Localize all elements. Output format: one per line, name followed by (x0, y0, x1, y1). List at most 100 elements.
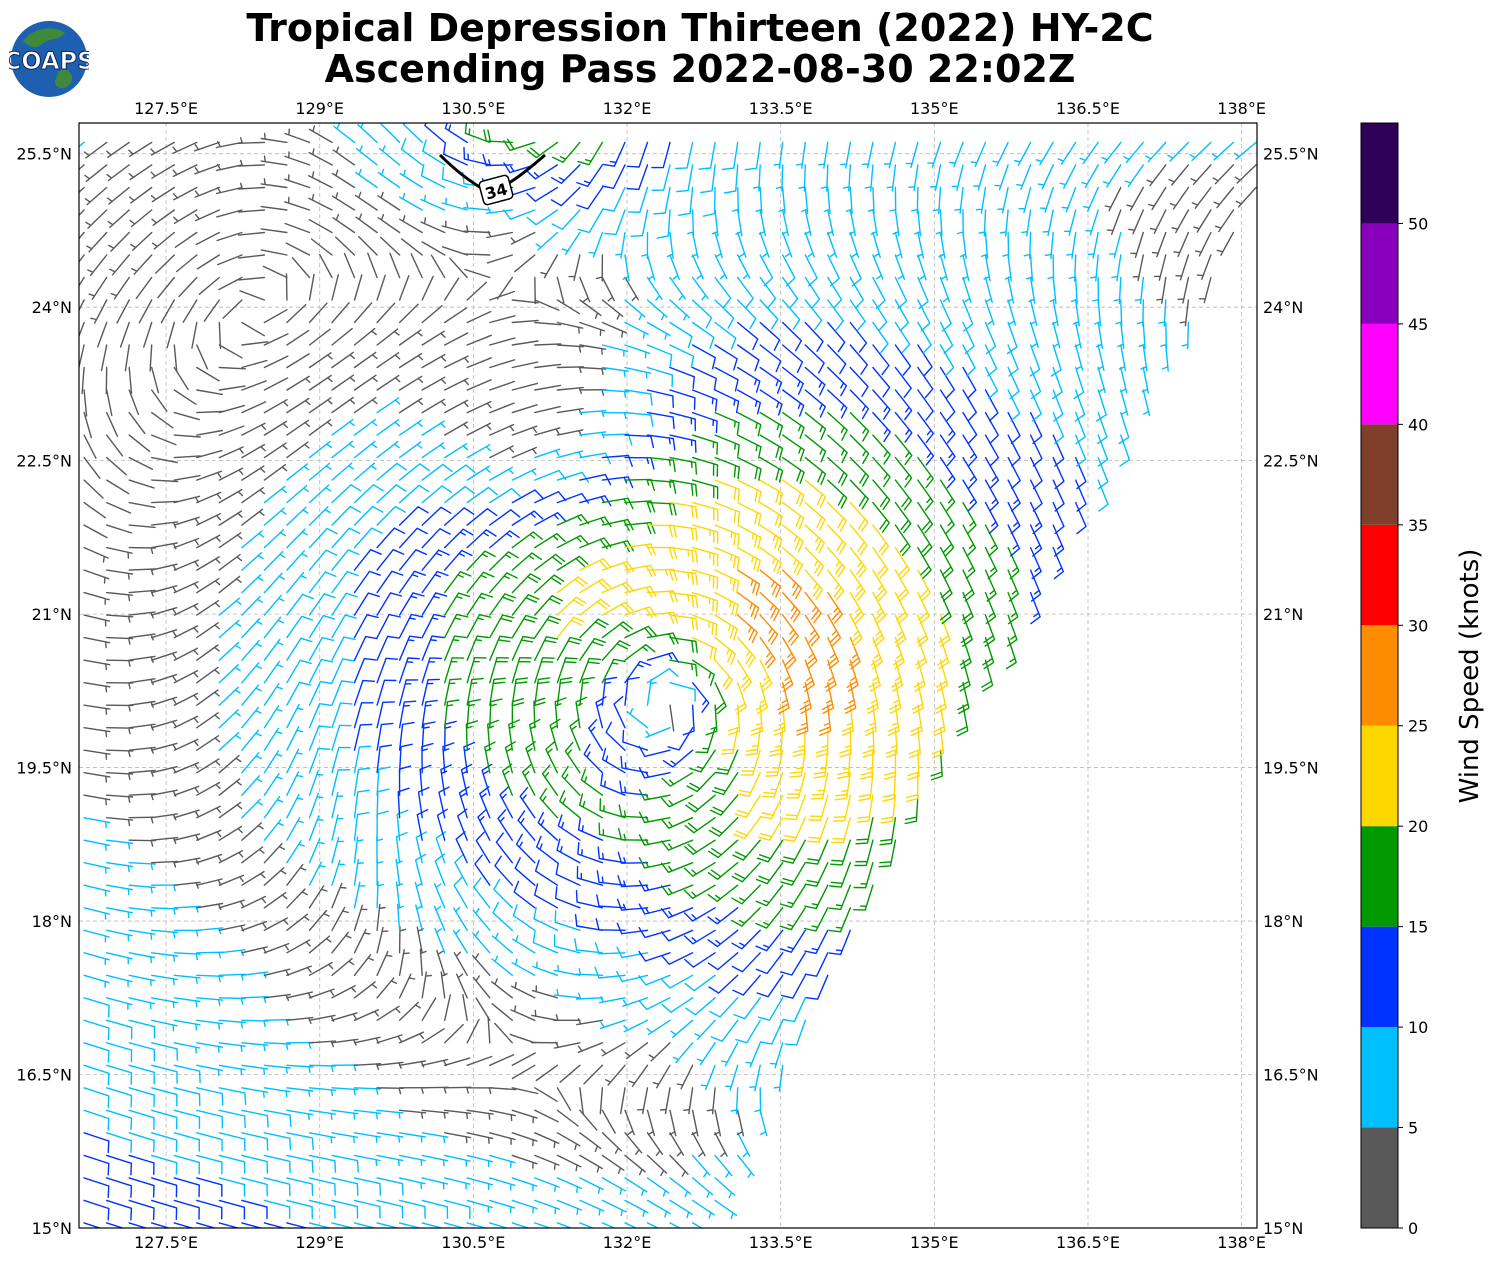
wind-barb (421, 971, 432, 999)
wind-barb (414, 853, 427, 886)
wind-barb (196, 1019, 224, 1030)
wind-barb (914, 209, 922, 237)
wind-barb (398, 1222, 423, 1228)
wind-barb (218, 1087, 247, 1105)
wind-barb (962, 389, 977, 422)
wind-barb (308, 838, 325, 864)
wind-barb (106, 1087, 133, 1108)
wind-barb (286, 1154, 314, 1174)
wind-barb (421, 528, 451, 549)
wind-barb (376, 1005, 401, 1021)
wind-barb (599, 798, 626, 819)
wind-barb (263, 464, 288, 481)
wind-barb (79, 141, 85, 148)
wind-barb (804, 209, 812, 236)
wind-barb (173, 625, 199, 639)
wind-barb (466, 357, 492, 369)
wind-barb (421, 420, 446, 436)
wind-barb (367, 252, 378, 279)
wind-barb (376, 549, 405, 571)
wind-barb (939, 546, 954, 579)
wind-barb (784, 1019, 806, 1046)
wind-barb (646, 1154, 668, 1177)
wind-barb (804, 321, 824, 352)
wind-barb (669, 1132, 685, 1157)
wind-barb (714, 591, 739, 617)
wind-barb (856, 794, 874, 823)
wind-barb (466, 1018, 480, 1044)
wind-barb (1126, 186, 1144, 211)
wind-barb (196, 449, 223, 459)
wind-barb (534, 636, 559, 661)
wind-barb (696, 1042, 716, 1066)
wind-barb (263, 529, 286, 549)
wind-barb (1198, 276, 1212, 304)
wind-barb (1196, 254, 1212, 280)
wind-barb (626, 164, 649, 191)
wind-barb (1016, 164, 1032, 190)
wind-barb (1153, 254, 1167, 281)
wind-barb (353, 1222, 378, 1228)
wind-barb (613, 696, 626, 729)
lat-tick-label: 18°N (1263, 912, 1303, 931)
wind-barb (332, 146, 356, 166)
wind-barb (1023, 231, 1032, 260)
wind-barb (421, 635, 445, 661)
wind-barb (106, 974, 133, 988)
wind-barb (816, 727, 829, 758)
wind-barb (691, 411, 718, 434)
wind-barb (624, 1132, 643, 1156)
wind-barb (196, 902, 224, 911)
wind-barb (376, 810, 389, 841)
wind-barb (263, 442, 288, 459)
wind-barb (737, 299, 757, 330)
wind-barb (237, 182, 266, 190)
wind-barb (836, 749, 851, 780)
wind-barb (707, 907, 739, 925)
wind-barb (579, 321, 606, 336)
wind-barb (691, 524, 719, 544)
wind-barb (872, 321, 889, 354)
wind-barb (894, 501, 912, 534)
wind-barb (308, 549, 338, 571)
wind-barb (398, 1031, 425, 1044)
wind-barb (894, 321, 911, 354)
wind-barb (421, 1028, 445, 1044)
wind-barb (218, 754, 242, 774)
wind-barb (720, 727, 739, 755)
wind-barb (241, 684, 262, 706)
wind-barb (827, 344, 847, 375)
wind-barb (286, 681, 312, 706)
wind-barb (149, 344, 153, 372)
wind-barb (353, 418, 378, 436)
wind-barb (376, 328, 400, 346)
wind-barb (666, 231, 674, 259)
wind-barb (441, 167, 468, 189)
wind-barb (196, 666, 220, 684)
wind-barb (569, 718, 581, 751)
wind-barb (286, 1041, 314, 1049)
wind-barb (173, 952, 201, 961)
wind-barb (331, 791, 344, 819)
wind-barb (398, 765, 412, 796)
wind-barb (885, 727, 898, 759)
wind-barb (804, 434, 827, 463)
wind-barb (1096, 411, 1108, 445)
wind-barb (932, 186, 942, 215)
wind-barb (939, 524, 955, 557)
wind-barb (331, 327, 353, 346)
wind-barb (241, 895, 267, 909)
wind-barb (553, 1041, 581, 1049)
wind-barb (962, 434, 978, 467)
wind-barb (398, 973, 416, 999)
wind-barb (1120, 366, 1128, 394)
wind-barb (241, 359, 268, 369)
wind-barb (983, 254, 991, 282)
wind-barb (511, 1087, 539, 1095)
wind-barb (951, 164, 964, 191)
wind-barb (151, 929, 179, 939)
wind-barb (765, 749, 784, 777)
wind-barb (138, 299, 153, 324)
wind-barb (601, 676, 618, 706)
wind-barb (984, 479, 999, 512)
